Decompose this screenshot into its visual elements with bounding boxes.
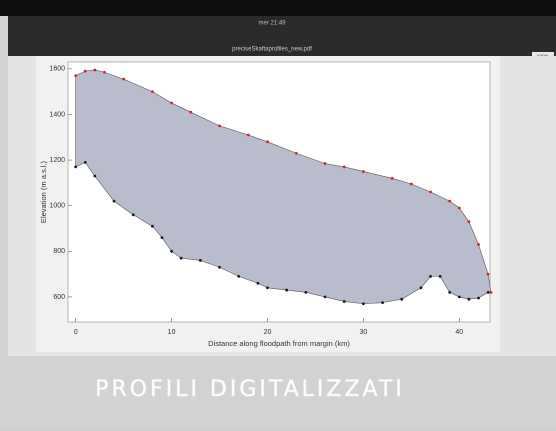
data-point bbox=[457, 206, 461, 210]
data-point bbox=[151, 224, 154, 228]
y-tick-label: 600 bbox=[53, 294, 65, 301]
data-point bbox=[429, 190, 432, 194]
data-point bbox=[179, 256, 183, 260]
data-point bbox=[467, 220, 471, 224]
data-point bbox=[218, 124, 221, 128]
data-point bbox=[419, 286, 423, 290]
data-point bbox=[448, 199, 452, 203]
x-tick-label: 10 bbox=[168, 329, 176, 336]
data-point bbox=[112, 199, 116, 203]
data-point bbox=[457, 295, 461, 299]
data-point bbox=[409, 182, 413, 186]
data-point bbox=[429, 274, 432, 278]
data-point bbox=[486, 272, 490, 276]
data-point bbox=[285, 288, 289, 292]
x-tick-label: 20 bbox=[264, 329, 272, 336]
data-point bbox=[266, 140, 269, 144]
x-tick-label: 40 bbox=[455, 329, 463, 336]
data-point bbox=[400, 297, 404, 301]
data-point bbox=[390, 176, 394, 180]
file-name: preciseSkaftaprofiles_new.pdf bbox=[232, 47, 312, 53]
area-band bbox=[75, 69, 492, 305]
data-point bbox=[189, 110, 193, 114]
data-point bbox=[294, 151, 298, 155]
x-tick-label: 30 bbox=[360, 329, 368, 336]
data-point bbox=[93, 174, 97, 178]
x-axis-label: Distance along floodpath from margin (km… bbox=[208, 339, 350, 348]
y-tick-label: 1000 bbox=[49, 203, 65, 210]
data-point bbox=[151, 90, 154, 94]
y-tick-label: 1200 bbox=[49, 157, 65, 164]
data-point bbox=[246, 133, 250, 137]
data-point bbox=[448, 290, 452, 294]
data-point bbox=[477, 243, 480, 246]
data-point bbox=[83, 160, 87, 164]
data-point bbox=[93, 68, 97, 72]
data-point bbox=[362, 170, 365, 173]
data-point bbox=[218, 265, 221, 269]
data-point bbox=[256, 281, 260, 285]
bezel bbox=[0, 0, 556, 16]
data-point bbox=[131, 213, 135, 217]
data-point bbox=[381, 301, 384, 305]
data-point bbox=[74, 74, 78, 78]
data-point bbox=[103, 70, 106, 74]
data-point bbox=[323, 162, 327, 165]
data-point bbox=[489, 290, 493, 294]
data-point bbox=[198, 259, 202, 262]
handwritten-note: PROFILI DIGITALIZZATI bbox=[95, 377, 405, 402]
chart: 600 800 1000 1200 1400 1600 0 10 20 30 40 Distance … bbox=[39, 61, 493, 348]
y-tick-label: 800 bbox=[53, 248, 65, 255]
data-point bbox=[170, 101, 173, 105]
data-point bbox=[323, 295, 327, 299]
data-point bbox=[266, 286, 269, 290]
y-tick-label: 1600 bbox=[49, 66, 65, 73]
data-point bbox=[477, 296, 480, 300]
x-tick-label: 0 bbox=[74, 329, 78, 336]
data-point bbox=[304, 290, 308, 294]
data-point bbox=[160, 236, 164, 240]
data-point bbox=[342, 300, 346, 303]
data-point bbox=[438, 274, 442, 278]
data-point bbox=[122, 77, 126, 81]
data-point bbox=[83, 69, 87, 73]
clock: mer 21:49 bbox=[258, 21, 286, 27]
data-point bbox=[486, 290, 490, 294]
window-bar bbox=[8, 16, 556, 56]
y-axis-label: Elevation (m a.s.l.) bbox=[39, 160, 48, 223]
data-point bbox=[74, 165, 78, 169]
y-tick-label: 1400 bbox=[49, 111, 65, 118]
data-point bbox=[362, 302, 365, 306]
data-point bbox=[237, 274, 241, 278]
data-point bbox=[342, 165, 346, 169]
data-point bbox=[467, 297, 471, 301]
data-point bbox=[170, 249, 173, 253]
